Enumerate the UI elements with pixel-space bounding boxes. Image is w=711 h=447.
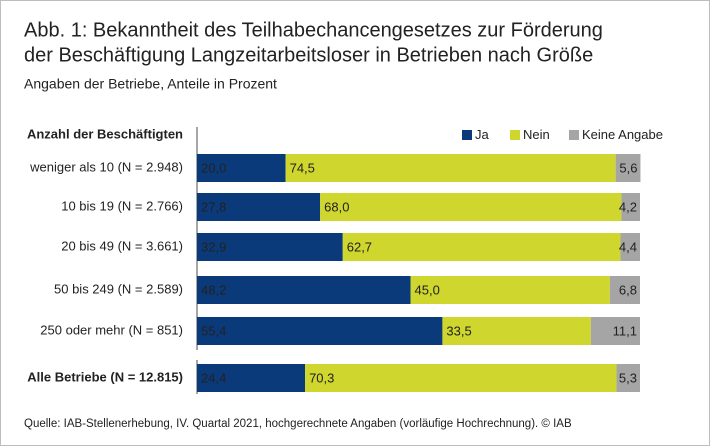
bar-segment: [197, 233, 343, 261]
bar-segment: [197, 364, 306, 392]
category-label: Alle Betriebe (N = 12.815): [27, 369, 183, 384]
data-label: 24,4: [201, 370, 226, 385]
data-label: 74,5: [290, 160, 315, 175]
category-label: weniger als 10 (N = 2.948): [29, 159, 183, 174]
data-label: 4,2: [619, 199, 637, 214]
data-label: 32,9: [201, 239, 226, 254]
bar-segment: [197, 317, 443, 345]
data-label: 55,4: [201, 323, 226, 338]
bar-segment: [621, 193, 640, 221]
legend-label: Nein: [523, 127, 550, 142]
y-axis-label: Anzahl der Beschäftigten: [27, 126, 183, 141]
data-label: 70,3: [309, 370, 334, 385]
bar-segment: [197, 276, 411, 304]
data-label: 27,8: [201, 199, 226, 214]
data-label: 11,1: [613, 323, 637, 338]
data-label: 68,0: [324, 199, 349, 214]
bar-segment: [197, 154, 286, 182]
data-label: 45,0: [415, 282, 440, 297]
bar-segment: [342, 233, 621, 261]
data-label: 48,2: [201, 282, 226, 297]
legend-label: Keine Angabe: [582, 127, 663, 142]
bar-segment: [620, 233, 640, 261]
bar-segment: [320, 193, 622, 221]
category-label: 10 bis 19 (N = 2.766): [61, 198, 183, 213]
bar-segment: [609, 276, 640, 304]
legend-swatch: [510, 130, 520, 140]
data-label: 5,3: [619, 370, 637, 385]
legend-swatch: [462, 130, 472, 140]
chart-title: Abb. 1: Bekanntheit des Teilhabechanceng…: [24, 19, 603, 41]
data-label: 5,6: [619, 160, 637, 175]
subtitle: Angaben der Betriebe, Anteile in Prozent: [24, 76, 277, 92]
category-label: 250 oder mehr (N = 851): [40, 322, 183, 337]
bar-segment: [410, 276, 610, 304]
bar-segment: [285, 154, 616, 182]
data-label: 20,0: [201, 160, 226, 175]
category-label: 50 bis 249 (N = 2.589): [54, 281, 183, 296]
bar-segment: [197, 193, 321, 221]
data-label: 4,4: [619, 239, 637, 254]
legend-label: Ja: [475, 127, 490, 142]
bar-segment: [616, 364, 640, 392]
bar-segment: [442, 317, 591, 345]
category-label: 20 bis 49 (N = 3.661): [61, 238, 183, 253]
chart-title: der Beschäftigung Langzeitarbeitsloser i…: [24, 44, 593, 66]
source: Quelle: IAB-Stellenerhebung, IV. Quartal…: [24, 418, 572, 430]
bar-segment: [590, 317, 640, 345]
bar-segment: [615, 154, 641, 182]
bar-segment: [305, 364, 617, 392]
data-label: 62,7: [347, 239, 372, 254]
data-label: 6,8: [619, 282, 637, 297]
data-label: 33,5: [446, 323, 471, 338]
legend-swatch: [569, 130, 579, 140]
